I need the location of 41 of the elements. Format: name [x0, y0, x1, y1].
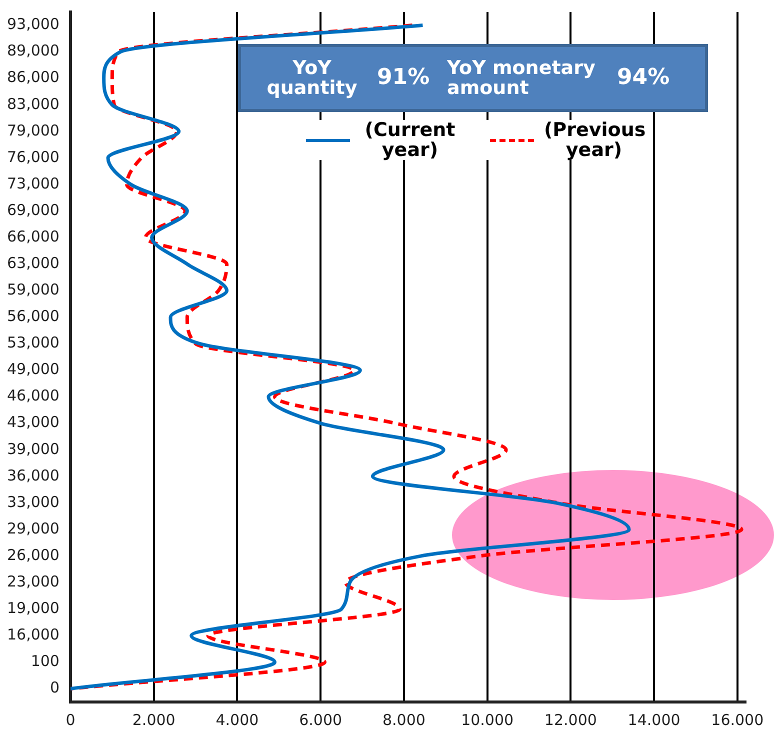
x-tick-label: 6.000 [299, 710, 342, 729]
y-tick-label: 0 [50, 678, 60, 697]
x-tick-label: 8.000 [382, 710, 426, 729]
y-tick-label: 89,000 [6, 42, 60, 60]
y-tick-label: 29,000 [6, 519, 60, 538]
y-tick-label: 83,000 [6, 94, 60, 113]
annotation: 94% [617, 65, 671, 90]
y-tick-label: 39,000 [6, 440, 60, 458]
x-tick-label: 4.000 [216, 710, 259, 729]
y-tick-label: 69,000 [6, 200, 60, 219]
y-tick-label: 79,000 [6, 121, 60, 140]
y-tick-label: 53,000 [6, 334, 60, 352]
y-tick-label: 93,000 [6, 15, 60, 34]
x-tick-label: 10.000 [461, 710, 514, 729]
x-tick-label: 14.000 [628, 710, 680, 729]
x-tick-label: 0 [66, 710, 76, 729]
y-tick-label: 46,000 [6, 386, 60, 405]
y-tick-label: 16,000 [6, 626, 60, 644]
x-tick-label: 12.000 [544, 710, 597, 729]
y-tick-label: 86,000 [6, 68, 60, 86]
x-tick-label: 16.000 [711, 710, 764, 729]
y-tick-label: 56,000 [6, 307, 60, 326]
legend-label: (Current year) [364, 119, 456, 161]
y-tick-label: 23,000 [6, 572, 60, 590]
y-tick-label: 49,000 [6, 360, 60, 378]
y-tick-label: 59,000 [6, 280, 60, 299]
y-tick-label: 43,000 [6, 413, 60, 432]
x-tick-label: 2.000 [132, 710, 176, 729]
y-tick-label: 36,000 [6, 466, 60, 484]
annotation: YoY monetary amount [447, 57, 596, 99]
legend-label: (Previous year) [544, 119, 646, 161]
y-tick-label: 19,000 [6, 599, 60, 618]
annotation: 91% [377, 65, 431, 90]
y-tick-label: 26,000 [6, 546, 60, 564]
y-tick-label: 100 [30, 652, 60, 670]
annotation: YoY quantity [266, 57, 358, 99]
y-tick-label: 76,000 [6, 148, 60, 166]
y-tick-label: 63,000 [6, 254, 60, 272]
y-tick-label: 73,000 [6, 174, 60, 192]
y-tick-label: 33,000 [6, 492, 60, 511]
y-tick-label: 66,000 [6, 227, 60, 246]
